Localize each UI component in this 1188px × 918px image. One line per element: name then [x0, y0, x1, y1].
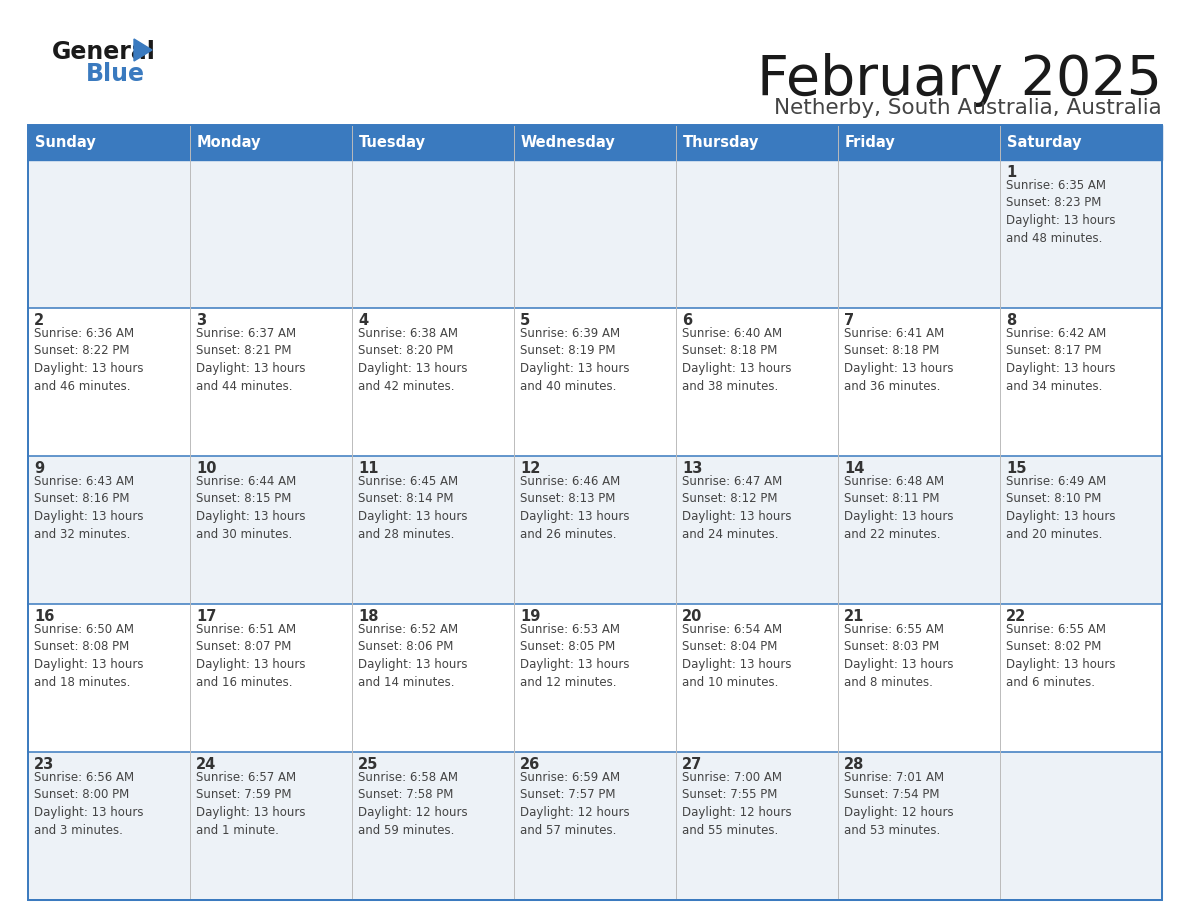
Text: Sunrise: 6:49 AM
Sunset: 8:10 PM
Daylight: 13 hours
and 20 minutes.: Sunrise: 6:49 AM Sunset: 8:10 PM Dayligh… [1006, 475, 1116, 541]
Bar [29, 125, 1162, 160]
Polygon shape [134, 39, 152, 61]
Text: Sunrise: 6:40 AM
Sunset: 8:18 PM
Daylight: 13 hours
and 38 minutes.: Sunrise: 6:40 AM Sunset: 8:18 PM Dayligh… [682, 327, 791, 393]
Text: Sunrise: 6:52 AM
Sunset: 8:06 PM
Daylight: 13 hours
and 14 minutes.: Sunrise: 6:52 AM Sunset: 8:06 PM Dayligh… [358, 623, 468, 688]
Text: 8: 8 [1006, 313, 1016, 328]
Text: 24: 24 [196, 757, 216, 772]
Text: 1: 1 [1006, 165, 1016, 180]
Bar [29, 308, 1162, 456]
Text: 23: 23 [34, 757, 55, 772]
Text: 16: 16 [34, 609, 55, 624]
Bar [29, 752, 1162, 900]
Text: 2: 2 [34, 313, 44, 328]
Text: Sunrise: 6:37 AM
Sunset: 8:21 PM
Daylight: 13 hours
and 44 minutes.: Sunrise: 6:37 AM Sunset: 8:21 PM Dayligh… [196, 327, 305, 393]
Text: Sunrise: 6:48 AM
Sunset: 8:11 PM
Daylight: 13 hours
and 22 minutes.: Sunrise: 6:48 AM Sunset: 8:11 PM Dayligh… [843, 475, 954, 541]
Text: 17: 17 [196, 609, 216, 624]
Text: 20: 20 [682, 609, 702, 624]
Text: 18: 18 [358, 609, 379, 624]
Bar [29, 604, 1162, 752]
Text: Sunrise: 6:39 AM
Sunset: 8:19 PM
Daylight: 13 hours
and 40 minutes.: Sunrise: 6:39 AM Sunset: 8:19 PM Dayligh… [520, 327, 630, 393]
Text: Sunrise: 6:54 AM
Sunset: 8:04 PM
Daylight: 13 hours
and 10 minutes.: Sunrise: 6:54 AM Sunset: 8:04 PM Dayligh… [682, 623, 791, 688]
Text: Thursday: Thursday [683, 135, 759, 150]
Text: Sunrise: 6:41 AM
Sunset: 8:18 PM
Daylight: 13 hours
and 36 minutes.: Sunrise: 6:41 AM Sunset: 8:18 PM Dayligh… [843, 327, 954, 393]
Text: Monday: Monday [197, 135, 261, 150]
Text: Sunrise: 6:36 AM
Sunset: 8:22 PM
Daylight: 13 hours
and 46 minutes.: Sunrise: 6:36 AM Sunset: 8:22 PM Dayligh… [34, 327, 144, 393]
Text: 12: 12 [520, 461, 541, 476]
Text: Sunrise: 6:57 AM
Sunset: 7:59 PM
Daylight: 13 hours
and 1 minute.: Sunrise: 6:57 AM Sunset: 7:59 PM Dayligh… [196, 771, 305, 836]
Text: 27: 27 [682, 757, 702, 772]
Text: 14: 14 [843, 461, 865, 476]
Bar [29, 456, 1162, 604]
Text: Sunrise: 6:55 AM
Sunset: 8:03 PM
Daylight: 13 hours
and 8 minutes.: Sunrise: 6:55 AM Sunset: 8:03 PM Dayligh… [843, 623, 954, 688]
Text: Sunrise: 6:53 AM
Sunset: 8:05 PM
Daylight: 13 hours
and 12 minutes.: Sunrise: 6:53 AM Sunset: 8:05 PM Dayligh… [520, 623, 630, 688]
Text: Sunrise: 6:42 AM
Sunset: 8:17 PM
Daylight: 13 hours
and 34 minutes.: Sunrise: 6:42 AM Sunset: 8:17 PM Dayligh… [1006, 327, 1116, 393]
Text: Sunrise: 6:58 AM
Sunset: 7:58 PM
Daylight: 12 hours
and 59 minutes.: Sunrise: 6:58 AM Sunset: 7:58 PM Dayligh… [358, 771, 468, 836]
Text: 9: 9 [34, 461, 44, 476]
Text: 28: 28 [843, 757, 865, 772]
Text: General: General [52, 40, 156, 64]
Text: Friday: Friday [845, 135, 896, 150]
Text: Sunrise: 6:59 AM
Sunset: 7:57 PM
Daylight: 12 hours
and 57 minutes.: Sunrise: 6:59 AM Sunset: 7:57 PM Dayligh… [520, 771, 630, 836]
Text: Sunrise: 6:46 AM
Sunset: 8:13 PM
Daylight: 13 hours
and 26 minutes.: Sunrise: 6:46 AM Sunset: 8:13 PM Dayligh… [520, 475, 630, 541]
Text: Sunrise: 6:55 AM
Sunset: 8:02 PM
Daylight: 13 hours
and 6 minutes.: Sunrise: 6:55 AM Sunset: 8:02 PM Dayligh… [1006, 623, 1116, 688]
Text: Blue: Blue [86, 62, 145, 86]
Text: 19: 19 [520, 609, 541, 624]
Text: Sunrise: 6:50 AM
Sunset: 8:08 PM
Daylight: 13 hours
and 18 minutes.: Sunrise: 6:50 AM Sunset: 8:08 PM Dayligh… [34, 623, 144, 688]
Text: 15: 15 [1006, 461, 1026, 476]
Text: Sunrise: 7:01 AM
Sunset: 7:54 PM
Daylight: 12 hours
and 53 minutes.: Sunrise: 7:01 AM Sunset: 7:54 PM Dayligh… [843, 771, 954, 836]
Text: Sunday: Sunday [34, 135, 96, 150]
Text: Sunrise: 6:35 AM
Sunset: 8:23 PM
Daylight: 13 hours
and 48 minutes.: Sunrise: 6:35 AM Sunset: 8:23 PM Dayligh… [1006, 179, 1116, 244]
Text: Sunrise: 6:43 AM
Sunset: 8:16 PM
Daylight: 13 hours
and 32 minutes.: Sunrise: 6:43 AM Sunset: 8:16 PM Dayligh… [34, 475, 144, 541]
Text: Saturday: Saturday [1007, 135, 1081, 150]
Text: 13: 13 [682, 461, 702, 476]
Text: Sunrise: 7:00 AM
Sunset: 7:55 PM
Daylight: 12 hours
and 55 minutes.: Sunrise: 7:00 AM Sunset: 7:55 PM Dayligh… [682, 771, 791, 836]
Text: Sunrise: 6:47 AM
Sunset: 8:12 PM
Daylight: 13 hours
and 24 minutes.: Sunrise: 6:47 AM Sunset: 8:12 PM Dayligh… [682, 475, 791, 541]
Text: 22: 22 [1006, 609, 1026, 624]
Text: 6: 6 [682, 313, 693, 328]
Text: 11: 11 [358, 461, 379, 476]
Text: Sunrise: 6:44 AM
Sunset: 8:15 PM
Daylight: 13 hours
and 30 minutes.: Sunrise: 6:44 AM Sunset: 8:15 PM Dayligh… [196, 475, 305, 541]
Text: 4: 4 [358, 313, 368, 328]
Text: Wednesday: Wednesday [522, 135, 615, 150]
Text: 21: 21 [843, 609, 865, 624]
Bar [29, 160, 1162, 308]
Text: February 2025: February 2025 [757, 53, 1162, 107]
Text: 10: 10 [196, 461, 216, 476]
Text: 7: 7 [843, 313, 854, 328]
Text: 26: 26 [520, 757, 541, 772]
Text: Sunrise: 6:45 AM
Sunset: 8:14 PM
Daylight: 13 hours
and 28 minutes.: Sunrise: 6:45 AM Sunset: 8:14 PM Dayligh… [358, 475, 468, 541]
Text: Netherby, South Australia, Australia: Netherby, South Australia, Australia [775, 98, 1162, 118]
Text: 25: 25 [358, 757, 378, 772]
Text: Sunrise: 6:38 AM
Sunset: 8:20 PM
Daylight: 13 hours
and 42 minutes.: Sunrise: 6:38 AM Sunset: 8:20 PM Dayligh… [358, 327, 468, 393]
Text: 5: 5 [520, 313, 530, 328]
Text: Sunrise: 6:51 AM
Sunset: 8:07 PM
Daylight: 13 hours
and 16 minutes.: Sunrise: 6:51 AM Sunset: 8:07 PM Dayligh… [196, 623, 305, 688]
Text: 3: 3 [196, 313, 207, 328]
Bar [29, 125, 1162, 900]
Text: Tuesday: Tuesday [359, 135, 426, 150]
Text: Sunrise: 6:56 AM
Sunset: 8:00 PM
Daylight: 13 hours
and 3 minutes.: Sunrise: 6:56 AM Sunset: 8:00 PM Dayligh… [34, 771, 144, 836]
